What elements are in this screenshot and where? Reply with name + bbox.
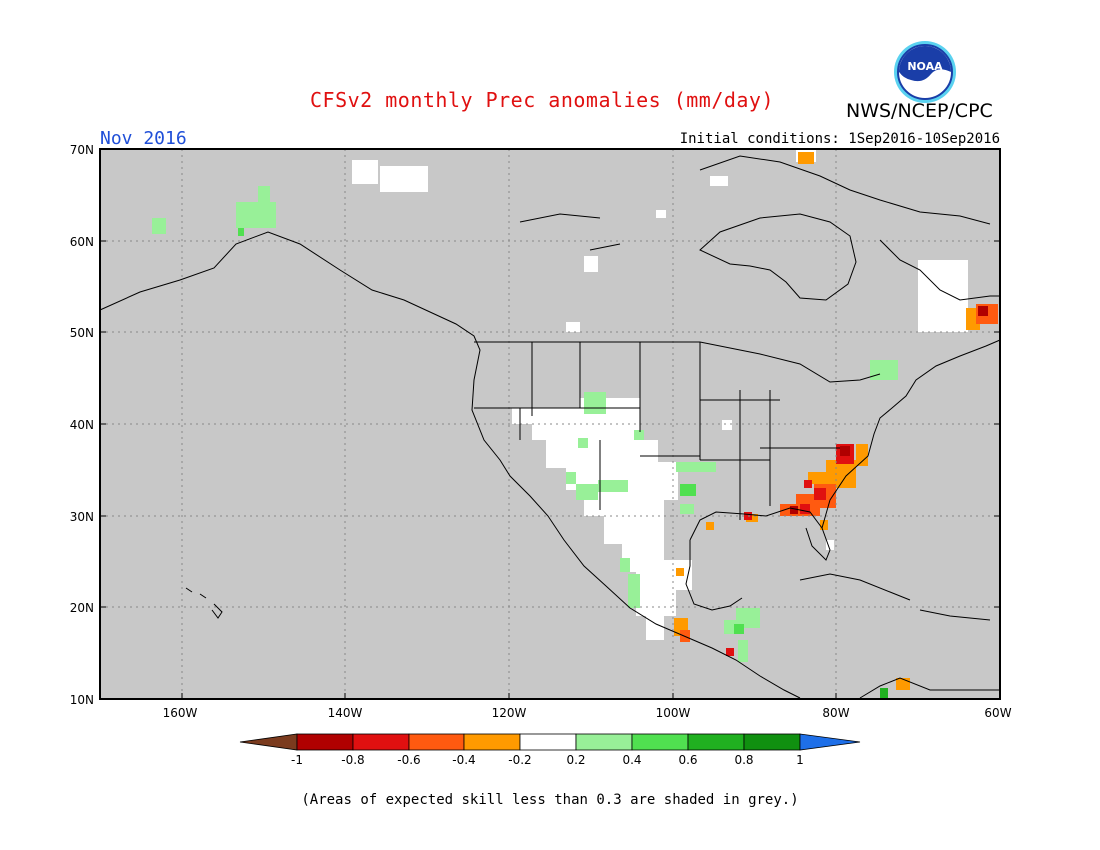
map-title: CFSv2 monthly Prec anomalies (mm/day) [310,88,775,112]
noaa-logo-text: NOAA [907,60,943,73]
colorbar-label: -0.2 [508,753,531,767]
map-gridlines [100,149,1000,699]
colorbar-label: -0.8 [341,753,364,767]
lat-label: 50N [70,326,94,340]
lon-label: 120W [492,706,527,720]
lon-label: 80W [822,706,849,720]
colorbar-label: -0.4 [452,753,475,767]
colorbar-swatch [687,733,745,751]
colorbar-swatch [352,733,410,751]
longitude-labels: 160W 140W 120W 100W 80W 60W [163,706,1012,720]
colorbar [239,733,861,751]
colorbar-label: -0.6 [397,753,420,767]
lon-label: 140W [328,706,363,720]
colorbar-label: -1 [291,753,303,767]
colorbar-swatch [799,733,861,751]
colorbar-label: 0.4 [622,753,641,767]
colorbar-swatch [239,733,298,751]
dry-extreme-areas [790,306,988,514]
colorbar-labels: -1 -0.8 -0.6 -0.4 -0.2 0.2 0.4 0.6 0.8 1 [291,753,804,767]
lat-label: 40N [70,418,94,432]
initial-conditions: Initial conditions: 1Sep2016-10Sep2016 [679,131,1000,147]
colorbar-swatch [575,733,633,751]
colorbar-label: 0.6 [678,753,697,767]
coastlines [99,155,1001,699]
skill-footnote: (Areas of expected skill less than 0.3 a… [301,792,799,808]
colorbar-swatch [463,733,521,751]
colorbar-label: 1 [796,753,804,767]
colorbar-swatch [743,733,801,751]
forecast-month: Nov 2016 [100,128,187,149]
colorbar-label: 0.2 [566,753,585,767]
near-normal-areas [352,150,968,640]
lat-label: 60N [70,235,94,249]
wet-light-areas [152,186,898,662]
map-ticks [100,240,1000,699]
lon-label: 100W [656,706,691,720]
colorbar-swatch [519,733,577,751]
lat-label: 30N [70,510,94,524]
lon-label: 60W [984,706,1011,720]
wet-strong-areas [880,688,888,698]
lon-label: 160W [163,706,198,720]
latitude-labels: 70N 60N 50N 40N 30N 20N 10N [70,143,94,707]
colorbar-swatch [631,733,689,751]
lat-label: 10N [70,693,94,707]
colorbar-label: 0.8 [734,753,753,767]
noaa-logo: NOAA [894,41,956,103]
agency-label: NWS/NCEP/CPC [846,100,993,122]
colorbar-swatch [408,733,465,751]
lat-label: 70N [70,143,94,157]
wet-medium-areas [238,228,744,634]
lat-label: 20N [70,601,94,615]
colorbar-swatch [296,733,354,751]
